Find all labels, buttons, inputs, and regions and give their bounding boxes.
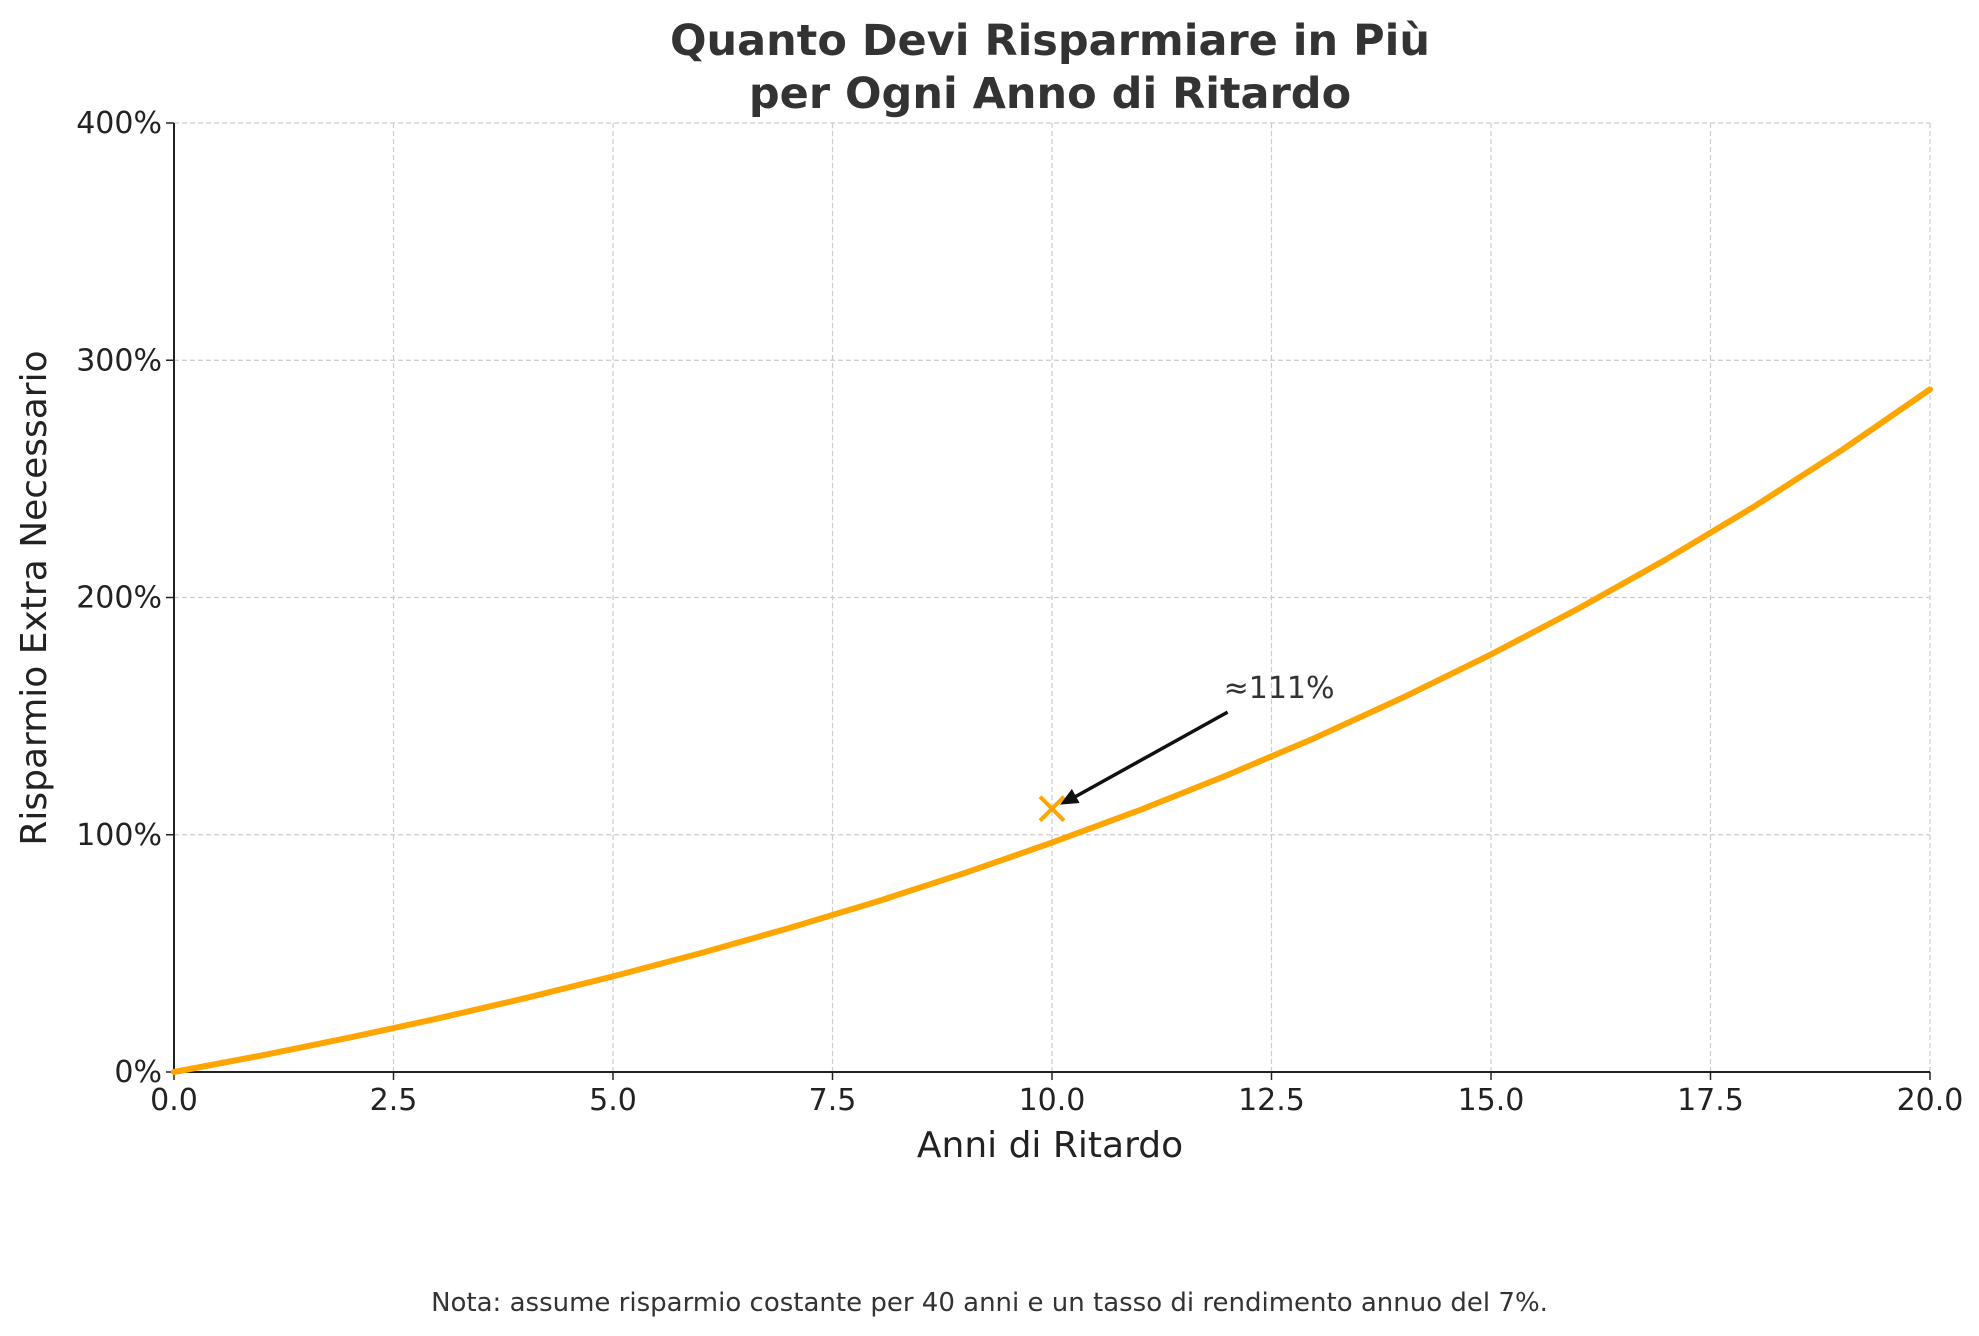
x-tick-label: 20.0 bbox=[1897, 1083, 1964, 1118]
series-line bbox=[171, 386, 1933, 1075]
x-tick-label: 5.0 bbox=[589, 1083, 637, 1118]
y-tick-label: 0% bbox=[114, 1055, 162, 1090]
ticks: 0.0 2.5 5.0 7.5 10.0 12.5 15.0 17.5 20.0 0% 100% 20… bbox=[76, 106, 1963, 1118]
annotation-group: ≈111% bbox=[1060, 671, 1335, 805]
y-tick-label: 100% bbox=[76, 818, 162, 853]
highlight-marker-stroke bbox=[1038, 795, 1066, 823]
chart-title-line1: Quanto Devi Risparmiare in Più bbox=[670, 16, 1430, 66]
x-tick-label: 7.5 bbox=[809, 1083, 857, 1118]
chart-title-line2: per Ogni Anno di Ritardo bbox=[749, 69, 1351, 119]
annotation-label: ≈111% bbox=[1224, 671, 1335, 706]
x-tick-label: 12.5 bbox=[1238, 1083, 1305, 1118]
footnote: Nota: assume risparmio costante per 40 a… bbox=[431, 1288, 1548, 1318]
highlight-marker bbox=[1038, 795, 1066, 823]
y-axis-label: Risparmio Extra Necessario bbox=[14, 350, 55, 845]
series bbox=[171, 386, 1933, 1075]
y-tick-label: 200% bbox=[76, 581, 162, 616]
x-tick-label: 15.0 bbox=[1458, 1083, 1525, 1118]
y-tick-label: 300% bbox=[76, 343, 162, 378]
x-tick-label: 10.0 bbox=[1019, 1083, 1086, 1118]
grid bbox=[174, 122, 1931, 1072]
y-tick-label: 400% bbox=[76, 106, 162, 141]
x-tick-label: 2.5 bbox=[370, 1083, 418, 1118]
annotation-arrow-shaft bbox=[1069, 710, 1229, 802]
x-tick-label: 17.5 bbox=[1677, 1083, 1744, 1118]
x-tick-label: 0.0 bbox=[150, 1083, 198, 1118]
annotation-arrow-head bbox=[1060, 788, 1080, 805]
x-axis-label: Anni di Ritardo bbox=[917, 1125, 1183, 1166]
